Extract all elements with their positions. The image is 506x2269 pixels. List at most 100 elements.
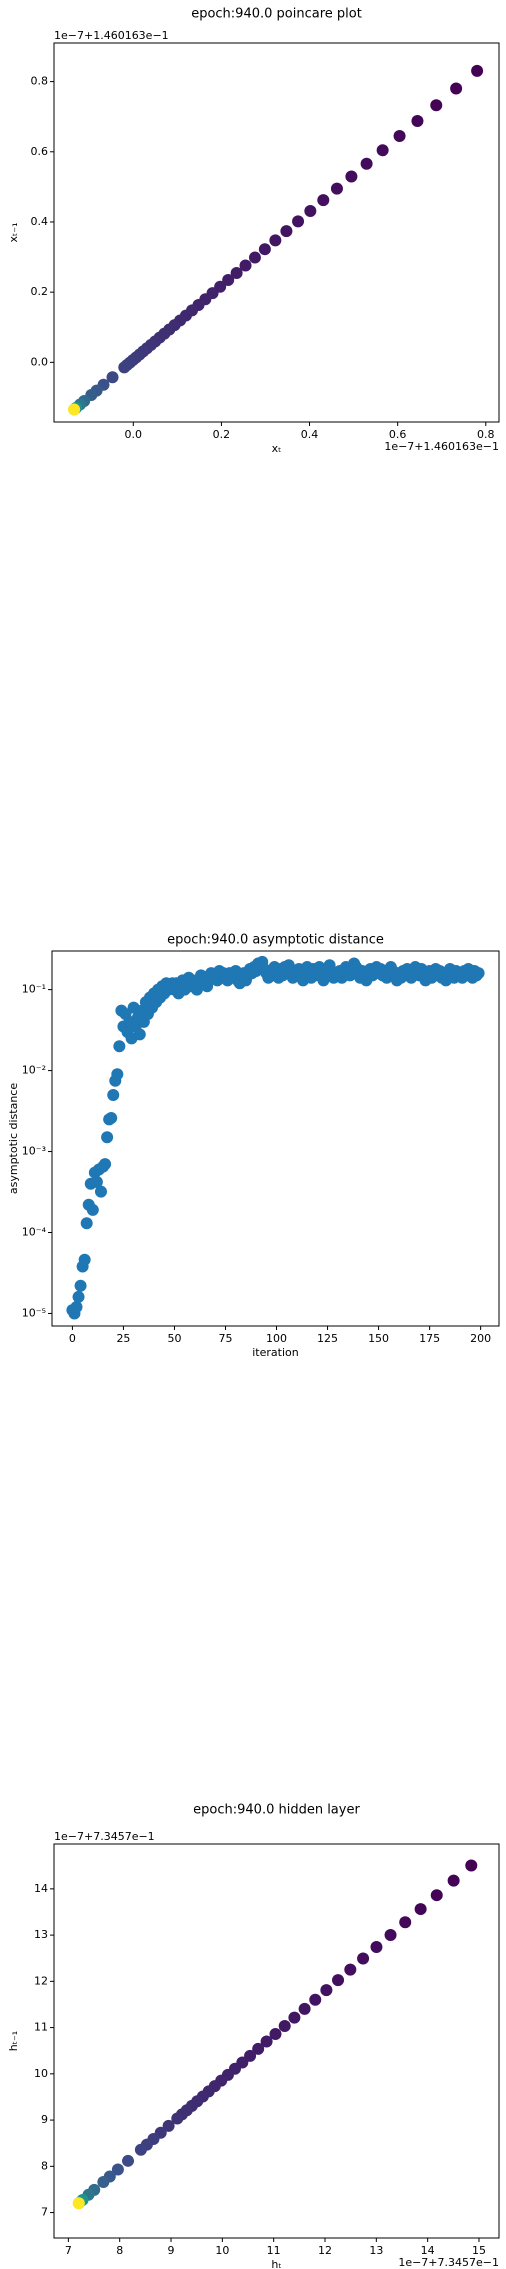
point: [384, 1928, 397, 1941]
chart-title: epoch:940.0 asymptotic distance: [167, 933, 384, 948]
point: [80, 1217, 93, 1230]
point: [332, 1974, 345, 1987]
point: [111, 2163, 124, 2176]
x-tick-label: 0.2: [213, 428, 231, 441]
plot-frame: [53, 42, 500, 423]
y-offset-text: 1e−7+7.3457e−1: [54, 1830, 155, 1843]
point: [260, 2035, 273, 2048]
point: [376, 144, 389, 157]
point: [360, 157, 373, 170]
y-tick-label: 10⁻¹: [22, 983, 46, 996]
plot-frame: [53, 1843, 500, 2239]
point: [252, 2042, 265, 2055]
point: [292, 215, 305, 228]
x-axis-label: xₜ: [272, 442, 282, 455]
point: [414, 1903, 427, 1916]
x-tick-label: 50: [167, 1332, 181, 1345]
point: [447, 1874, 460, 1887]
y-tick-label: 12: [34, 1974, 48, 1987]
point: [450, 82, 463, 95]
y-tick-label: 10⁻⁴: [22, 1226, 47, 1239]
y-tick-label: 10⁻²: [22, 1064, 46, 1077]
point: [86, 1203, 99, 1216]
plot-frame: [51, 950, 500, 1327]
x-tick-label: 11: [267, 2244, 281, 2257]
point: [99, 1158, 112, 1171]
point: [106, 371, 119, 384]
y-tick-label: 11: [34, 2021, 48, 2034]
x-axis-label: iteration: [252, 1346, 298, 1359]
y-offset-text: 1e−7+1.460163e−1: [54, 29, 169, 42]
point: [133, 1028, 146, 1041]
x-tick-label: 8: [116, 2244, 123, 2257]
point: [68, 403, 81, 416]
point: [107, 1088, 120, 1101]
point: [465, 1859, 478, 1872]
y-axis-label: asymptotic distance: [7, 1083, 20, 1194]
point: [344, 1963, 357, 1976]
chart-title: epoch:940.0 poincare plot: [191, 7, 362, 22]
y-tick-label: 8: [41, 2159, 48, 2172]
y-axis-label: hₜ₋₁: [7, 2031, 20, 2051]
point: [309, 1993, 322, 2006]
x-tick-label: 0: [69, 1332, 76, 1345]
y-tick-label: 13: [34, 1928, 48, 1941]
y-tick-label: 0.8: [31, 75, 49, 88]
point: [269, 234, 282, 247]
x-offset-text: 1e−7+7.3457e−1: [398, 2256, 499, 2269]
point: [72, 1290, 85, 1303]
y-tick-label: 14: [34, 1882, 48, 1895]
x-tick-label: 15: [472, 2244, 486, 2257]
point: [162, 2119, 175, 2132]
point: [411, 115, 424, 128]
point: [320, 1984, 333, 1997]
x-tick-label: 13: [369, 2244, 383, 2257]
y-tick-label: 0.0: [31, 355, 49, 368]
point: [134, 2143, 147, 2156]
point: [239, 259, 252, 272]
point: [118, 361, 131, 374]
y-tick-label: 7: [41, 2206, 48, 2219]
y-tick-label: 10⁻⁵: [22, 1306, 46, 1319]
point: [97, 2176, 110, 2189]
point: [280, 225, 293, 238]
x-axis-label: hₜ: [271, 2258, 281, 2269]
point: [393, 130, 406, 143]
y-tick-label: 0.4: [31, 215, 49, 228]
point: [357, 1952, 370, 1965]
x-tick-label: 0.6: [389, 428, 407, 441]
point: [304, 205, 317, 218]
x-tick-label: 0.0: [125, 428, 143, 441]
point: [278, 2019, 291, 2032]
point: [430, 1889, 443, 1902]
y-tick-label: 0.6: [31, 145, 49, 158]
point: [298, 2002, 311, 2015]
point: [105, 1111, 118, 1124]
y-tick-label: 9: [41, 2113, 48, 2126]
y-tick-label: 10: [34, 2067, 48, 2080]
point: [171, 2112, 184, 2125]
point: [101, 1131, 114, 1144]
point: [70, 1301, 83, 1314]
point: [258, 243, 271, 256]
point: [113, 1040, 126, 1053]
point: [72, 2197, 85, 2210]
x-tick-label: 100: [266, 1332, 287, 1345]
point: [230, 266, 243, 279]
point: [430, 99, 443, 112]
point: [248, 251, 261, 264]
point: [317, 194, 330, 207]
point: [78, 1253, 91, 1266]
x-tick-label: 12: [318, 2244, 332, 2257]
x-tick-label: 9: [168, 2244, 175, 2257]
chart-title: epoch:940.0 hidden layer: [193, 1803, 360, 1818]
point: [90, 1176, 103, 1189]
point: [269, 2027, 282, 2040]
x-offset-text: 1e−7+1.460163e−1: [384, 440, 499, 453]
x-tick-label: 150: [368, 1332, 389, 1345]
x-tick-label: 125: [317, 1332, 338, 1345]
point: [399, 1916, 412, 1929]
point: [370, 1941, 383, 1954]
x-tick-label: 14: [421, 2244, 435, 2257]
